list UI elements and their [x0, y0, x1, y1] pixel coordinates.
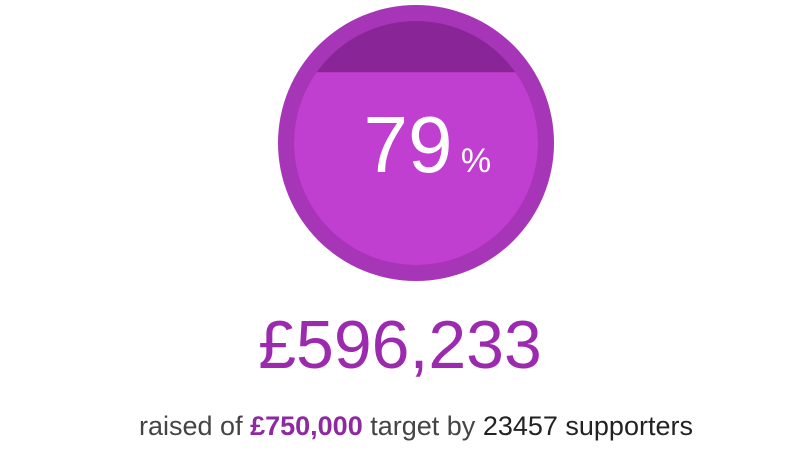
raised-amount: £596,233 [258, 307, 542, 383]
target-amount: £750,000 [250, 411, 363, 441]
percent-value: 79 [364, 100, 453, 189]
progress-gauge: 79 % [278, 5, 554, 281]
caption-middle: target by [370, 411, 476, 441]
percent-unit: % [461, 142, 491, 180]
caption-prefix: raised of [139, 411, 243, 441]
gauge-fill [294, 72, 538, 265]
supporters-count: 23457 supporters [482, 411, 693, 441]
caption: raised of £750,000 target by 23457 suppo… [0, 408, 800, 444]
